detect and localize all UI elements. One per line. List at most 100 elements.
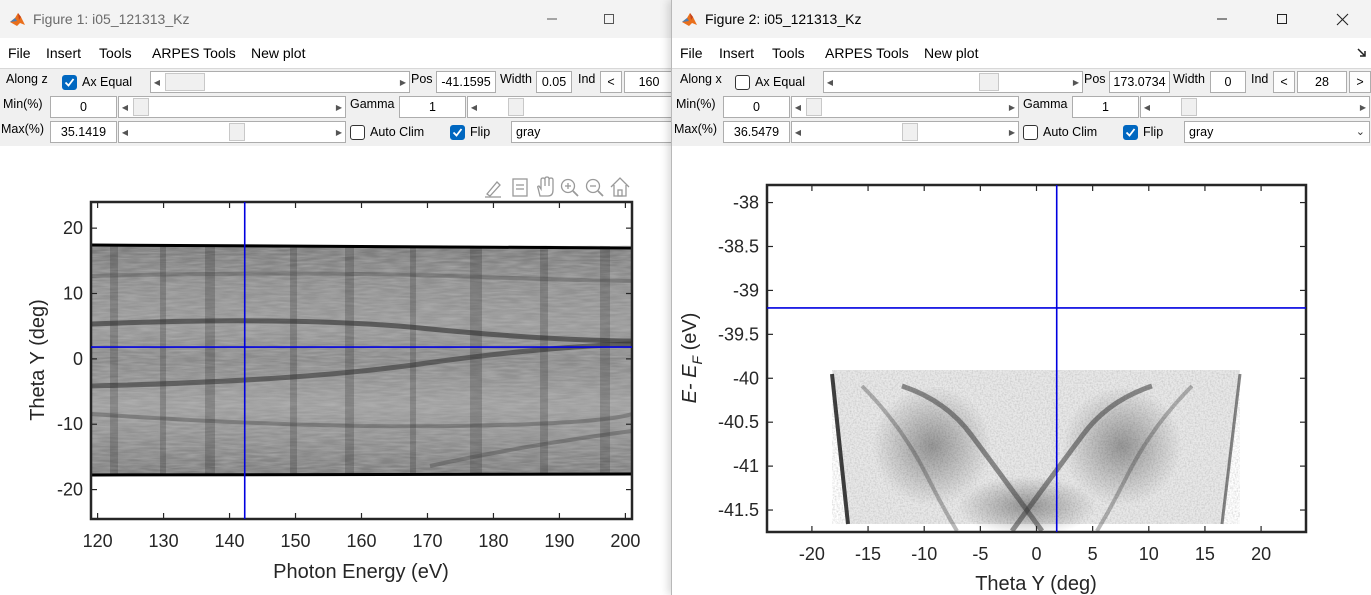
- slider-thumb[interactable]: [508, 98, 524, 116]
- minimize-button[interactable]: [1199, 0, 1245, 38]
- flip-checkbox[interactable]: [1123, 125, 1138, 140]
- arrow-right-icon[interactable]: ▶: [1072, 77, 1080, 87]
- expand-toolbar-icon[interactable]: [1356, 47, 1368, 59]
- min-slider[interactable]: ◀ ▶: [118, 96, 346, 118]
- width-input[interactable]: 0: [1210, 71, 1246, 93]
- arrow-right-icon[interactable]: ▶: [335, 102, 343, 112]
- pos-input[interactable]: -41.1595: [436, 71, 496, 93]
- x-tick-label: 5: [1088, 544, 1098, 564]
- slider-thumb[interactable]: [806, 98, 822, 116]
- y-tick-label: -40.5: [718, 412, 759, 432]
- edit-plot-icon[interactable]: [485, 181, 501, 198]
- gamma-slider[interactable]: ◀: [467, 96, 671, 118]
- slider-thumb[interactable]: [133, 98, 149, 116]
- max-input[interactable]: 36.5479: [723, 121, 790, 143]
- index-input[interactable]: 28: [1297, 71, 1347, 93]
- arrow-right-icon[interactable]: ▶: [399, 77, 407, 87]
- matlab-logo-icon: [10, 13, 25, 26]
- data-tips-icon[interactable]: [512, 178, 528, 197]
- y-axis-label-sub: F: [689, 355, 705, 365]
- minimize-button[interactable]: [529, 0, 575, 38]
- menu-insert[interactable]: Insert: [719, 45, 755, 61]
- arrow-left-icon[interactable]: ◀: [470, 102, 478, 112]
- slider-thumb[interactable]: [902, 123, 918, 141]
- y-tick-label: 20: [63, 218, 83, 238]
- arrow-left-icon[interactable]: ◀: [153, 77, 161, 87]
- y-tick-label: -39: [733, 280, 759, 300]
- auto-clim-label: Auto Clim: [370, 125, 425, 139]
- menu-tools[interactable]: Tools: [772, 45, 805, 61]
- slider-thumb[interactable]: [165, 73, 205, 91]
- colormap-dropdown[interactable]: gray: [511, 121, 671, 143]
- zoom-in-icon[interactable]: [560, 178, 579, 197]
- y-axis-label-main: E- E: [679, 364, 701, 404]
- ax-equal-label: Ax Equal: [82, 75, 133, 89]
- colormap-dropdown[interactable]: gray ⌄: [1184, 121, 1370, 143]
- menu-insert[interactable]: Insert: [46, 45, 82, 61]
- energy-angle-plot[interactable]: -20 -15 -10 -5 0 5 10 15 20 -38 -38.5 -39 -39.5 -40 -4…: [672, 146, 1371, 595]
- matlab-logo-icon: [682, 13, 697, 26]
- auto-clim-checkbox[interactable]: [350, 125, 365, 140]
- index-prev-button[interactable]: <: [1273, 71, 1295, 93]
- gamma-slider[interactable]: ◀ ▶: [1140, 96, 1370, 118]
- zoom-out-icon[interactable]: [585, 178, 604, 197]
- arrow-left-icon[interactable]: ◀: [794, 127, 802, 137]
- title-bar[interactable]: Figure 2: i05_121313_Kz: [672, 0, 1371, 38]
- arrow-left-icon[interactable]: ◀: [794, 102, 802, 112]
- position-slider[interactable]: ◀ ▶: [823, 71, 1083, 93]
- menu-arpes-tools[interactable]: ARPES Tools: [152, 45, 236, 61]
- slider-thumb[interactable]: [1181, 98, 1197, 116]
- max-slider[interactable]: ◀ ▶: [118, 121, 346, 143]
- maximize-button[interactable]: [586, 0, 632, 38]
- arrow-left-icon[interactable]: ◀: [121, 127, 129, 137]
- min-input[interactable]: 0: [50, 96, 117, 118]
- index-next-button[interactable]: >: [1349, 71, 1371, 93]
- min-slider[interactable]: ◀ ▶: [791, 96, 1019, 118]
- restore-view-icon[interactable]: [610, 177, 630, 197]
- menu-new-plot[interactable]: New plot: [924, 45, 979, 61]
- pos-input[interactable]: 173.0734: [1109, 71, 1170, 93]
- position-slider[interactable]: ◀ ▶: [150, 71, 410, 93]
- auto-clim-checkbox[interactable]: [1023, 125, 1038, 140]
- y-tick-label: -39.5: [718, 324, 759, 344]
- menu-arpes-tools[interactable]: ARPES Tools: [825, 45, 909, 61]
- arrow-left-icon[interactable]: ◀: [1143, 102, 1151, 112]
- gamma-input[interactable]: 1: [1072, 96, 1139, 118]
- kz-map-plot[interactable]: 120 130 140 150 160 170 180 190 200 20 10 0 -10 -20 P…: [0, 146, 672, 595]
- max-input[interactable]: 35.1419: [50, 121, 117, 143]
- menu-file[interactable]: File: [8, 45, 31, 61]
- gamma-input[interactable]: 1: [399, 96, 466, 118]
- x-tick-label: -15: [855, 544, 881, 564]
- pan-icon[interactable]: [537, 176, 554, 197]
- y-axis-label: Theta Y (deg): [27, 299, 49, 421]
- y-axis-label: E- EF (eV): [679, 313, 705, 404]
- menu-tools[interactable]: Tools: [99, 45, 132, 61]
- ax-equal-checkbox[interactable]: [735, 75, 750, 90]
- arrow-right-icon[interactable]: ▶: [1359, 102, 1367, 112]
- close-button[interactable]: [1319, 0, 1365, 38]
- ax-equal-checkbox[interactable]: [62, 75, 77, 90]
- menu-file[interactable]: File: [680, 45, 703, 61]
- arrow-left-icon[interactable]: ◀: [121, 102, 129, 112]
- arrow-right-icon[interactable]: ▶: [335, 127, 343, 137]
- x-tick-label: 140: [215, 531, 245, 551]
- slider-thumb[interactable]: [229, 123, 245, 141]
- menu-bar: File Insert Tools ARPES Tools New plot: [0, 42, 671, 66]
- max-slider[interactable]: ◀ ▶: [791, 121, 1019, 143]
- width-input[interactable]: 0.05: [536, 71, 572, 93]
- arrow-left-icon[interactable]: ◀: [826, 77, 834, 87]
- flip-checkbox[interactable]: [450, 125, 465, 140]
- y-tick-label: -38: [733, 193, 759, 213]
- index-prev-button[interactable]: <: [600, 71, 622, 93]
- title-bar[interactable]: Figure 1: i05_121313_Kz: [0, 0, 671, 38]
- min-input[interactable]: 0: [723, 96, 790, 118]
- control-panel: Along z Ax Equal ◀ ▶ Pos -41.1595 Width …: [0, 68, 671, 146]
- arrow-right-icon[interactable]: ▶: [1008, 102, 1016, 112]
- arrow-right-icon[interactable]: ▶: [1008, 127, 1016, 137]
- x-tick-label: 20: [1251, 544, 1271, 564]
- slider-thumb[interactable]: [979, 73, 999, 91]
- menu-new-plot[interactable]: New plot: [251, 45, 306, 61]
- close-icon: [1336, 13, 1348, 25]
- maximize-button[interactable]: [1259, 0, 1305, 38]
- index-input[interactable]: 160: [624, 71, 671, 93]
